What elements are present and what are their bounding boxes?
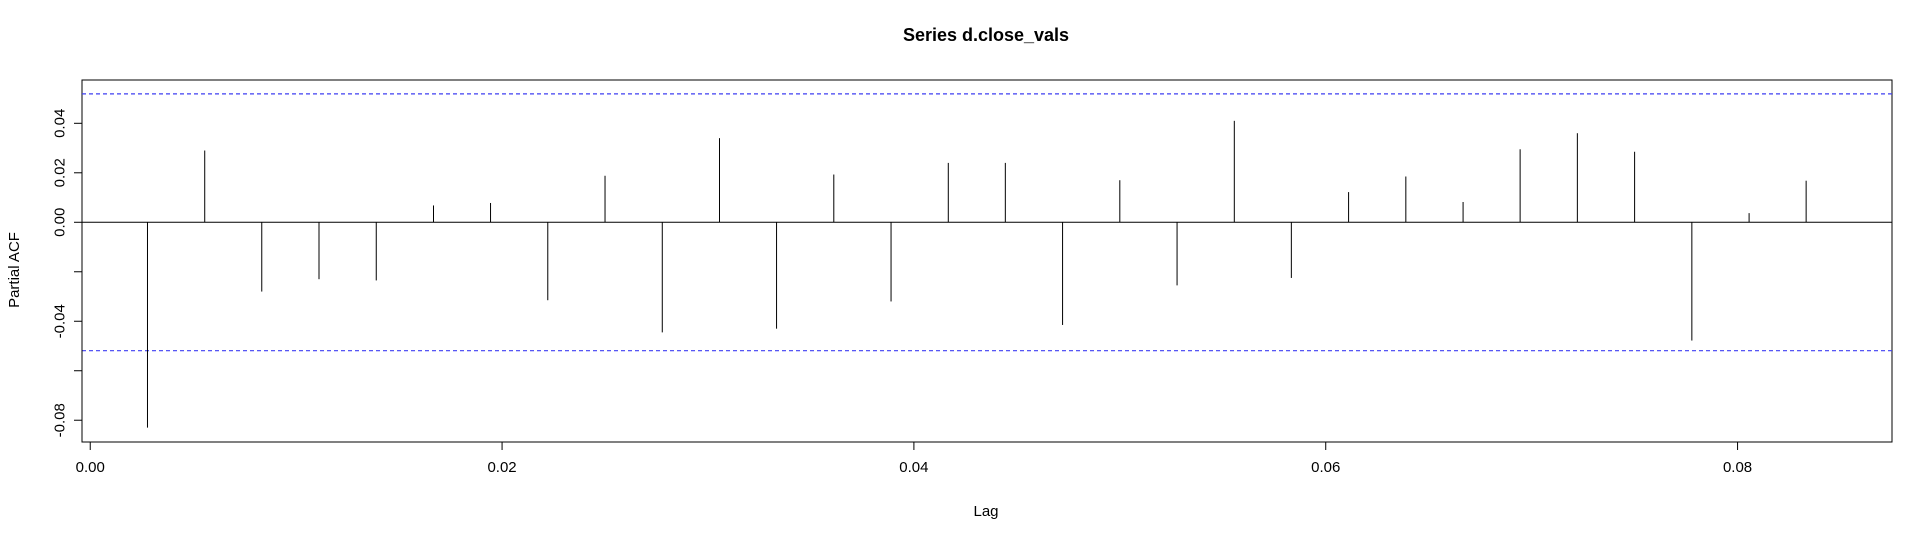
bars-group [146, 120, 1807, 428]
chart-title: Series d.close_vals [903, 25, 1069, 45]
x-tick-label: 0.06 [1311, 459, 1340, 476]
y-tick-label: -0.08 [52, 403, 69, 437]
x-tick-label: 0.08 [1723, 459, 1752, 476]
y-tick-label: 0.04 [52, 109, 69, 138]
y-tick-label: 0.00 [52, 208, 69, 237]
x-tick-label: 0.00 [76, 459, 105, 476]
y-tick-label: -0.04 [52, 304, 69, 338]
x-tick-label: 0.02 [487, 459, 516, 476]
y-axis: -0.08 -0.04 0.00 0.02 0.04 [52, 109, 83, 437]
x-axis: 0.00 0.02 0.04 0.06 0.08 [76, 441, 1752, 476]
y-tick-label: 0.02 [52, 158, 69, 187]
y-axis-label: Partial ACF [6, 232, 23, 308]
x-tick-label: 0.04 [899, 459, 928, 476]
x-axis-label: Lag [973, 503, 998, 520]
confidence-lines [82, 93, 1892, 352]
plot-frame [81, 79, 1893, 443]
